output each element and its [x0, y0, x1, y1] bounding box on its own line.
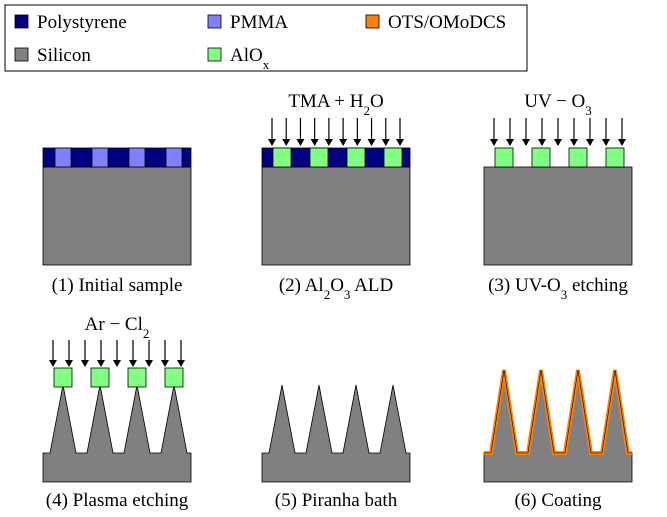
- process-label-part: O: [370, 91, 384, 112]
- process-label: TMA + H2O: [288, 91, 383, 118]
- legend-label: AlOx: [230, 45, 270, 72]
- caption-part: 3: [561, 287, 568, 302]
- caption: (6) Coating: [514, 490, 602, 511]
- process-label-part: Ar − Cl: [85, 314, 143, 335]
- process-label-part: 2: [363, 103, 370, 118]
- block: [383, 147, 403, 168]
- legend-swatch: [14, 47, 29, 62]
- silicon: [483, 166, 633, 266]
- block: [531, 147, 551, 168]
- silicon: [261, 384, 411, 483]
- silicon: [261, 166, 411, 266]
- block: [605, 147, 625, 168]
- caption-part: (4) Plasma etching: [46, 490, 189, 511]
- caption-part: O: [330, 275, 344, 296]
- legend-swatch: [365, 14, 380, 29]
- process-label-part: 2: [143, 326, 150, 341]
- process-label: UV − O3: [524, 91, 592, 118]
- silicon: [42, 166, 192, 266]
- legend-label: PMMA: [230, 12, 288, 33]
- legend-label-part: PMMA: [230, 12, 288, 33]
- caption: (5) Piranha bath: [275, 490, 398, 511]
- process-label: Ar − Cl2: [85, 314, 150, 341]
- caption-part: (6) Coating: [514, 490, 602, 511]
- block: [309, 147, 329, 168]
- legend-label-part: OTS/OMoDCS: [388, 12, 506, 33]
- caption: (4) Plasma etching: [46, 490, 189, 511]
- legend-label-part: AlO: [230, 45, 263, 66]
- legend-label-part: x: [263, 57, 270, 72]
- caption-part: (2) Al: [279, 275, 324, 296]
- process-label-part: TMA + H: [288, 91, 363, 112]
- process-label-part: UV − O: [524, 91, 585, 112]
- legend-label-part: Silicon: [37, 45, 91, 66]
- legend-swatch: [207, 47, 222, 62]
- caption: (2) Al2O3 ALD: [279, 275, 393, 302]
- block: [346, 147, 366, 168]
- legend-label: OTS/OMoDCS: [388, 12, 506, 33]
- block: [164, 367, 184, 388]
- coating-edge: [484, 369, 632, 454]
- legend-label-part: Polystyrene: [37, 12, 127, 33]
- block: [494, 147, 514, 168]
- block: [90, 367, 110, 388]
- block: [272, 147, 292, 168]
- legend-swatch: [207, 14, 222, 29]
- caption-part: 2: [324, 287, 331, 302]
- block: [165, 147, 183, 168]
- process-label-part: 3: [585, 103, 592, 118]
- block: [54, 147, 72, 168]
- caption-part: 3: [344, 287, 351, 302]
- block: [53, 367, 73, 388]
- caption: (3) UV-O3 etching: [488, 275, 628, 302]
- block: [568, 147, 588, 168]
- caption-part: ALD: [350, 275, 393, 296]
- block: [128, 147, 146, 168]
- caption-part: (3) UV-O: [488, 275, 561, 296]
- block: [91, 147, 109, 168]
- polystyrene: [42, 147, 192, 168]
- caption-part: (5) Piranha bath: [275, 490, 398, 511]
- legend-label: Polystyrene: [37, 12, 127, 33]
- block: [127, 367, 147, 388]
- legend-box: [4, 4, 528, 72]
- polystyrene: [261, 147, 411, 168]
- silicon: [42, 384, 192, 483]
- legend-label: Silicon: [37, 45, 91, 66]
- caption: (1) Initial sample: [52, 275, 183, 296]
- caption-part: (1) Initial sample: [52, 275, 183, 296]
- caption-part: etching: [567, 275, 628, 296]
- legend-swatch: [14, 14, 29, 29]
